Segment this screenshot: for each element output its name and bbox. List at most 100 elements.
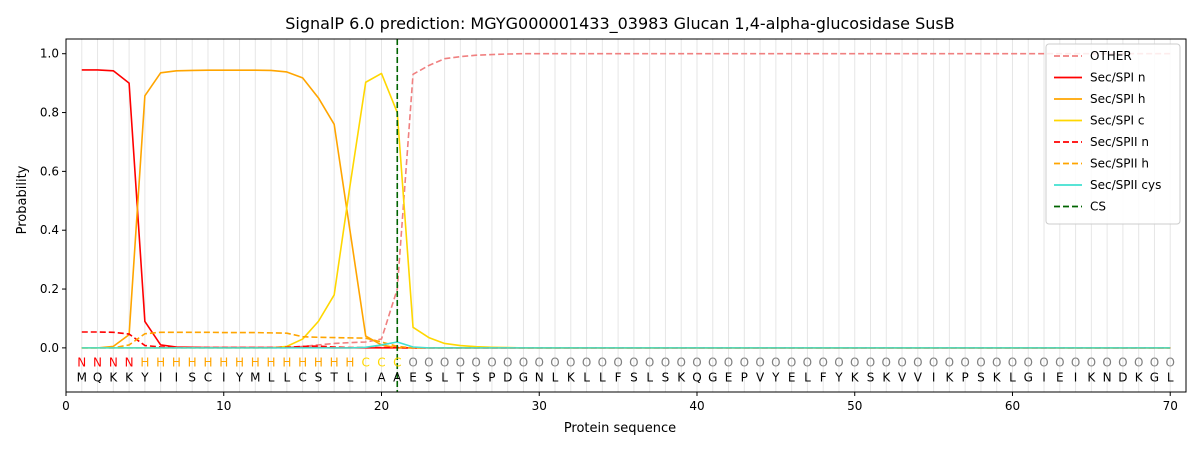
- region-label: H: [314, 356, 323, 370]
- residue-label: K: [1135, 370, 1144, 384]
- residue-label: V: [914, 370, 923, 384]
- residue-label: D: [1118, 370, 1127, 384]
- residue-label: G: [1150, 370, 1159, 384]
- residue-label: L: [552, 370, 559, 384]
- residue-label: P: [488, 370, 495, 384]
- region-label: O: [755, 356, 764, 370]
- region-label: O: [960, 356, 969, 370]
- residue-label: N: [1103, 370, 1112, 384]
- region-label: O: [882, 356, 891, 370]
- residue-label: Y: [140, 370, 149, 384]
- region-label: O: [692, 356, 701, 370]
- residue-label: Q: [93, 370, 102, 384]
- residue-label: L: [347, 370, 354, 384]
- x-tick-label: 60: [1005, 399, 1020, 413]
- region-label: O: [1102, 356, 1111, 370]
- y-tick-label: 0.8: [40, 106, 59, 120]
- region-label: N: [77, 356, 86, 370]
- x-tick-label: 10: [216, 399, 231, 413]
- y-axis-label: Probability: [15, 165, 30, 234]
- x-tick-label: 40: [689, 399, 704, 413]
- residue-label: S: [188, 370, 196, 384]
- residue-label: I: [1042, 370, 1046, 384]
- legend-label: Sec/SPI n: [1090, 71, 1145, 85]
- region-label: O: [487, 356, 496, 370]
- series-line-other: [81, 52, 1171, 349]
- region-label: O: [803, 356, 812, 370]
- region-label: O: [1087, 356, 1096, 370]
- region-label: H: [188, 356, 197, 370]
- region-label: O: [550, 356, 559, 370]
- residue-label: L: [268, 370, 275, 384]
- residue-label: S: [977, 370, 985, 384]
- region-label: H: [298, 356, 307, 370]
- residue-label: E: [788, 370, 796, 384]
- residue-label: L: [284, 370, 291, 384]
- series-line-sec-spii-n: [81, 331, 1171, 349]
- region-label: O: [787, 356, 796, 370]
- residue-label: K: [1087, 370, 1096, 384]
- residue-label: S: [472, 370, 480, 384]
- legend-label: Sec/SPII h: [1090, 157, 1149, 171]
- residue-label: G: [519, 370, 528, 384]
- residue-label: F: [615, 370, 622, 384]
- residue-label: S: [630, 370, 638, 384]
- plot-frame: [65, 38, 1187, 393]
- residue-label: Y: [235, 370, 244, 384]
- residue-label: L: [583, 370, 590, 384]
- residue-label: P: [962, 370, 969, 384]
- residue-label: L: [804, 370, 811, 384]
- region-label: O: [1039, 356, 1048, 370]
- residue-label: L: [441, 370, 448, 384]
- region-label: O: [424, 356, 433, 370]
- residue-label: K: [125, 370, 134, 384]
- residue-label: I: [175, 370, 179, 384]
- residue-label: S: [425, 370, 433, 384]
- residue-label: K: [993, 370, 1002, 384]
- region-label: O: [598, 356, 607, 370]
- region-label: O: [440, 356, 449, 370]
- residue-label: M: [77, 370, 87, 384]
- region-label: N: [109, 356, 118, 370]
- residue-label: F: [820, 370, 827, 384]
- legend-label: Sec/SPII n: [1090, 135, 1149, 149]
- region-label: O: [1134, 356, 1143, 370]
- region-label: O: [661, 356, 670, 370]
- x-axis-label: Protein sequence: [564, 421, 676, 436]
- region-label: O: [1055, 356, 1064, 370]
- residue-label: I: [932, 370, 936, 384]
- region-label: O: [1024, 356, 1033, 370]
- residue-label: K: [882, 370, 891, 384]
- region-label: H: [203, 356, 212, 370]
- x-tick-label: 30: [532, 399, 547, 413]
- residue-label: T: [456, 370, 465, 384]
- y-tick-label: 1.0: [40, 47, 59, 61]
- series-line-sec-spii-h: [81, 331, 1171, 349]
- legend-label: CS: [1090, 200, 1106, 214]
- x-tick-label: 50: [847, 399, 862, 413]
- region-label: O: [519, 356, 528, 370]
- residue-label: L: [599, 370, 606, 384]
- x-tick-label: 20: [374, 399, 389, 413]
- sequence-layer: NMNQNKNKHYHIHIHSHCHIHYHMHLHLHCHSHTHLCICA…: [77, 356, 1175, 385]
- legend-label: Sec/SPI c: [1090, 114, 1144, 128]
- region-label: O: [850, 356, 859, 370]
- residue-label: L: [1167, 370, 1174, 384]
- series-line-sec-spii-cys: [81, 341, 1171, 349]
- y-tick-label: 0.4: [40, 223, 59, 237]
- region-label: O: [992, 356, 1001, 370]
- region-label: H: [251, 356, 260, 370]
- region-label: O: [897, 356, 906, 370]
- residue-label: C: [298, 370, 306, 384]
- region-label: O: [945, 356, 954, 370]
- chart-title: SignalP 6.0 prediction: MGYG000001433_03…: [285, 14, 954, 34]
- residue-label: K: [851, 370, 860, 384]
- series-line-sec-spi-c: [81, 72, 1171, 349]
- residue-label: K: [945, 370, 954, 384]
- residue-label: K: [109, 370, 118, 384]
- region-label: H: [156, 356, 165, 370]
- region-label: N: [93, 356, 102, 370]
- region-label: O: [818, 356, 827, 370]
- region-label: C: [377, 356, 385, 370]
